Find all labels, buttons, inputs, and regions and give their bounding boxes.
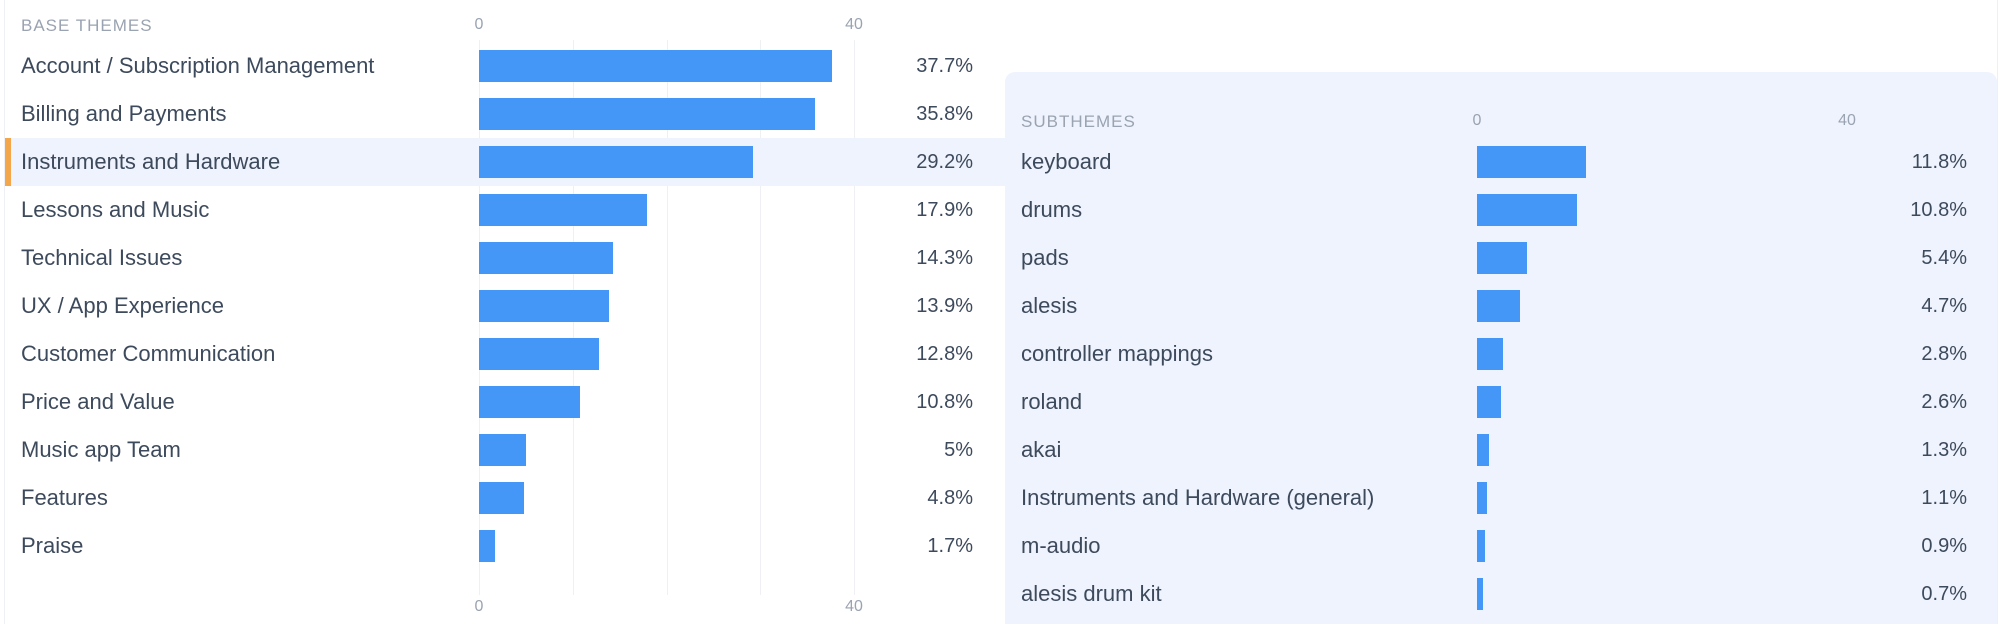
base-theme-label: Lessons and Music [21,197,210,222]
subtheme-value: 0.7% [1921,583,1967,605]
base-theme-bar[interactable] [479,146,753,178]
base-theme-value: 4.8% [927,487,973,509]
base-gridline [854,40,855,595]
base-theme-value: 10.8% [916,391,973,413]
base-theme-row-ux-app-experience[interactable]: UX / App Experience 13.9% [5,282,1005,330]
base-theme-label: Customer Communication [21,341,276,366]
subtheme-row-alesis-drum-kit[interactable]: alesis drum kit 0.7% [1005,570,1997,618]
subtheme-label: alesis [1021,293,1078,318]
base-theme-bar[interactable] [479,482,524,514]
base-theme-bar[interactable] [479,98,815,130]
subtheme-row-keyboard[interactable]: keyboard 11.8% [1005,138,1997,186]
subtheme-value: 1.3% [1921,439,1967,461]
base-theme-label: Account / Subscription Management [21,53,375,78]
sub-axis-tick-0: 0 [1472,112,1482,129]
base-theme-row-account-subscription-management[interactable]: Account / Subscription Management 37.7% [5,42,1005,90]
selected-row-marker [5,138,11,186]
subtheme-value: 11.8% [1911,151,1967,173]
base-gridline [760,40,762,595]
subtheme-bar[interactable] [1477,482,1488,514]
subtheme-label: m-audio [1021,533,1101,558]
base-theme-row-instruments-and-hardware[interactable]: Instruments and Hardware 29.2% [5,138,1005,186]
subtheme-value: 0.9% [1921,535,1967,557]
base-theme-value: 13.9% [916,295,973,317]
subtheme-row-alesis[interactable]: alesis 4.7% [1005,282,1997,330]
subtheme-row-controller-mappings[interactable]: controller mappings 2.8% [1005,330,1997,378]
subtheme-row-akai[interactable]: akai 1.3% [1005,426,1997,474]
subtheme-bar[interactable] [1477,146,1587,178]
base-theme-label: UX / App Experience [21,293,225,318]
base-theme-row-price-and-value[interactable]: Price and Value 10.8% [5,378,1005,426]
subtheme-bar[interactable] [1477,290,1521,322]
subtheme-value: 4.7% [1921,295,1967,317]
base-theme-row-features[interactable]: Features 4.8% [5,474,1005,522]
subtheme-value: 5.4% [1921,247,1967,269]
base-theme-value: 12.8% [916,343,973,365]
base-theme-value: 29.2% [916,151,973,173]
base-theme-bar[interactable] [479,50,833,82]
subtheme-bar[interactable] [1477,194,1577,226]
base-theme-row-billing-and-payments[interactable]: Billing and Payments 35.8% [5,90,1005,138]
base-gridline [666,40,668,595]
base-theme-bar[interactable] [479,338,599,370]
subtheme-label: alesis drum kit [1021,581,1162,606]
themes-frame: BASE THEMES 0 40 0 40 Account / Subscrip… [4,0,1998,624]
base-theme-label: Music app Team [21,437,181,462]
subtheme-bar[interactable] [1477,386,1502,418]
subtheme-label: roland [1021,389,1083,414]
base-theme-bar[interactable] [479,434,526,466]
base-theme-label: Technical Issues [21,245,183,270]
base-theme-bar[interactable] [479,386,581,418]
base-axis-tick-40-top: 40 [845,16,863,33]
subtheme-label: keyboard [1021,149,1112,174]
subtheme-value: 2.8% [1921,343,1967,365]
subtheme-row-roland[interactable]: roland 2.6% [1005,378,1997,426]
base-theme-value: 1.7% [927,535,973,557]
subtheme-bar[interactable] [1477,242,1527,274]
base-theme-value: 17.9% [916,199,973,221]
base-theme-row-music-app-team[interactable]: Music app Team 5% [5,426,1005,474]
base-theme-value: 14.3% [916,247,973,269]
subtheme-label: controller mappings [1021,341,1213,366]
base-theme-label: Instruments and Hardware [21,149,281,174]
base-theme-row-customer-communication[interactable]: Customer Communication 12.8% [5,330,1005,378]
base-theme-label: Billing and Payments [21,101,227,126]
subtheme-bar[interactable] [1477,338,1503,370]
subtheme-bar[interactable] [1477,578,1484,610]
base-theme-value: 35.8% [916,103,973,125]
subtheme-label: drums [1021,197,1083,222]
base-theme-label: Praise [21,533,84,558]
subthemes-panel: SUBTHEMES 0 40 keyboard 11.8% drums 10.8% pa… [1005,72,1997,624]
subtheme-label: pads [1021,245,1069,270]
subtheme-bar[interactable] [1477,530,1486,562]
subtheme-row-instruments-and-hardware-general[interactable]: Instruments and Hardware (general) 1.1% [1005,474,1997,522]
base-theme-bar[interactable] [479,194,647,226]
base-axis-tick-40-bottom: 40 [845,598,863,615]
base-themes-header: BASE THEMES [21,16,153,35]
base-theme-value: 37.7% [916,55,973,77]
sub-axis-tick-40: 40 [1838,112,1856,129]
base-axis-tick-0-top: 0 [474,16,484,33]
subtheme-label: Instruments and Hardware (general) [1021,485,1375,510]
subtheme-row-m-audio[interactable]: m-audio 0.9% [1005,522,1997,570]
subtheme-value: 1.1% [1921,487,1967,509]
base-theme-label: Features [21,485,108,510]
base-theme-label: Price and Value [21,389,175,414]
subtheme-label: akai [1021,437,1062,462]
subthemes-header: SUBTHEMES [1021,112,1136,131]
base-theme-bar[interactable] [479,290,610,322]
subtheme-row-pads[interactable]: pads 5.4% [1005,234,1997,282]
base-theme-value: 5% [944,439,973,461]
subtheme-bar[interactable] [1477,434,1490,466]
subtheme-value: 2.6% [1921,391,1967,413]
base-theme-row-praise[interactable]: Praise 1.7% [5,522,1005,570]
base-theme-bar[interactable] [479,530,495,562]
base-theme-row-lessons-and-music[interactable]: Lessons and Music 17.9% [5,186,1005,234]
base-themes-panel: BASE THEMES 0 40 0 40 Account / Subscrip… [5,0,1005,624]
base-theme-bar[interactable] [479,242,614,274]
subtheme-row-drums[interactable]: drums 10.8% [1005,186,1997,234]
subtheme-value: 10.8% [1910,199,1967,221]
base-theme-row-technical-issues[interactable]: Technical Issues 14.3% [5,234,1005,282]
base-axis-tick-0-bottom: 0 [474,598,484,615]
